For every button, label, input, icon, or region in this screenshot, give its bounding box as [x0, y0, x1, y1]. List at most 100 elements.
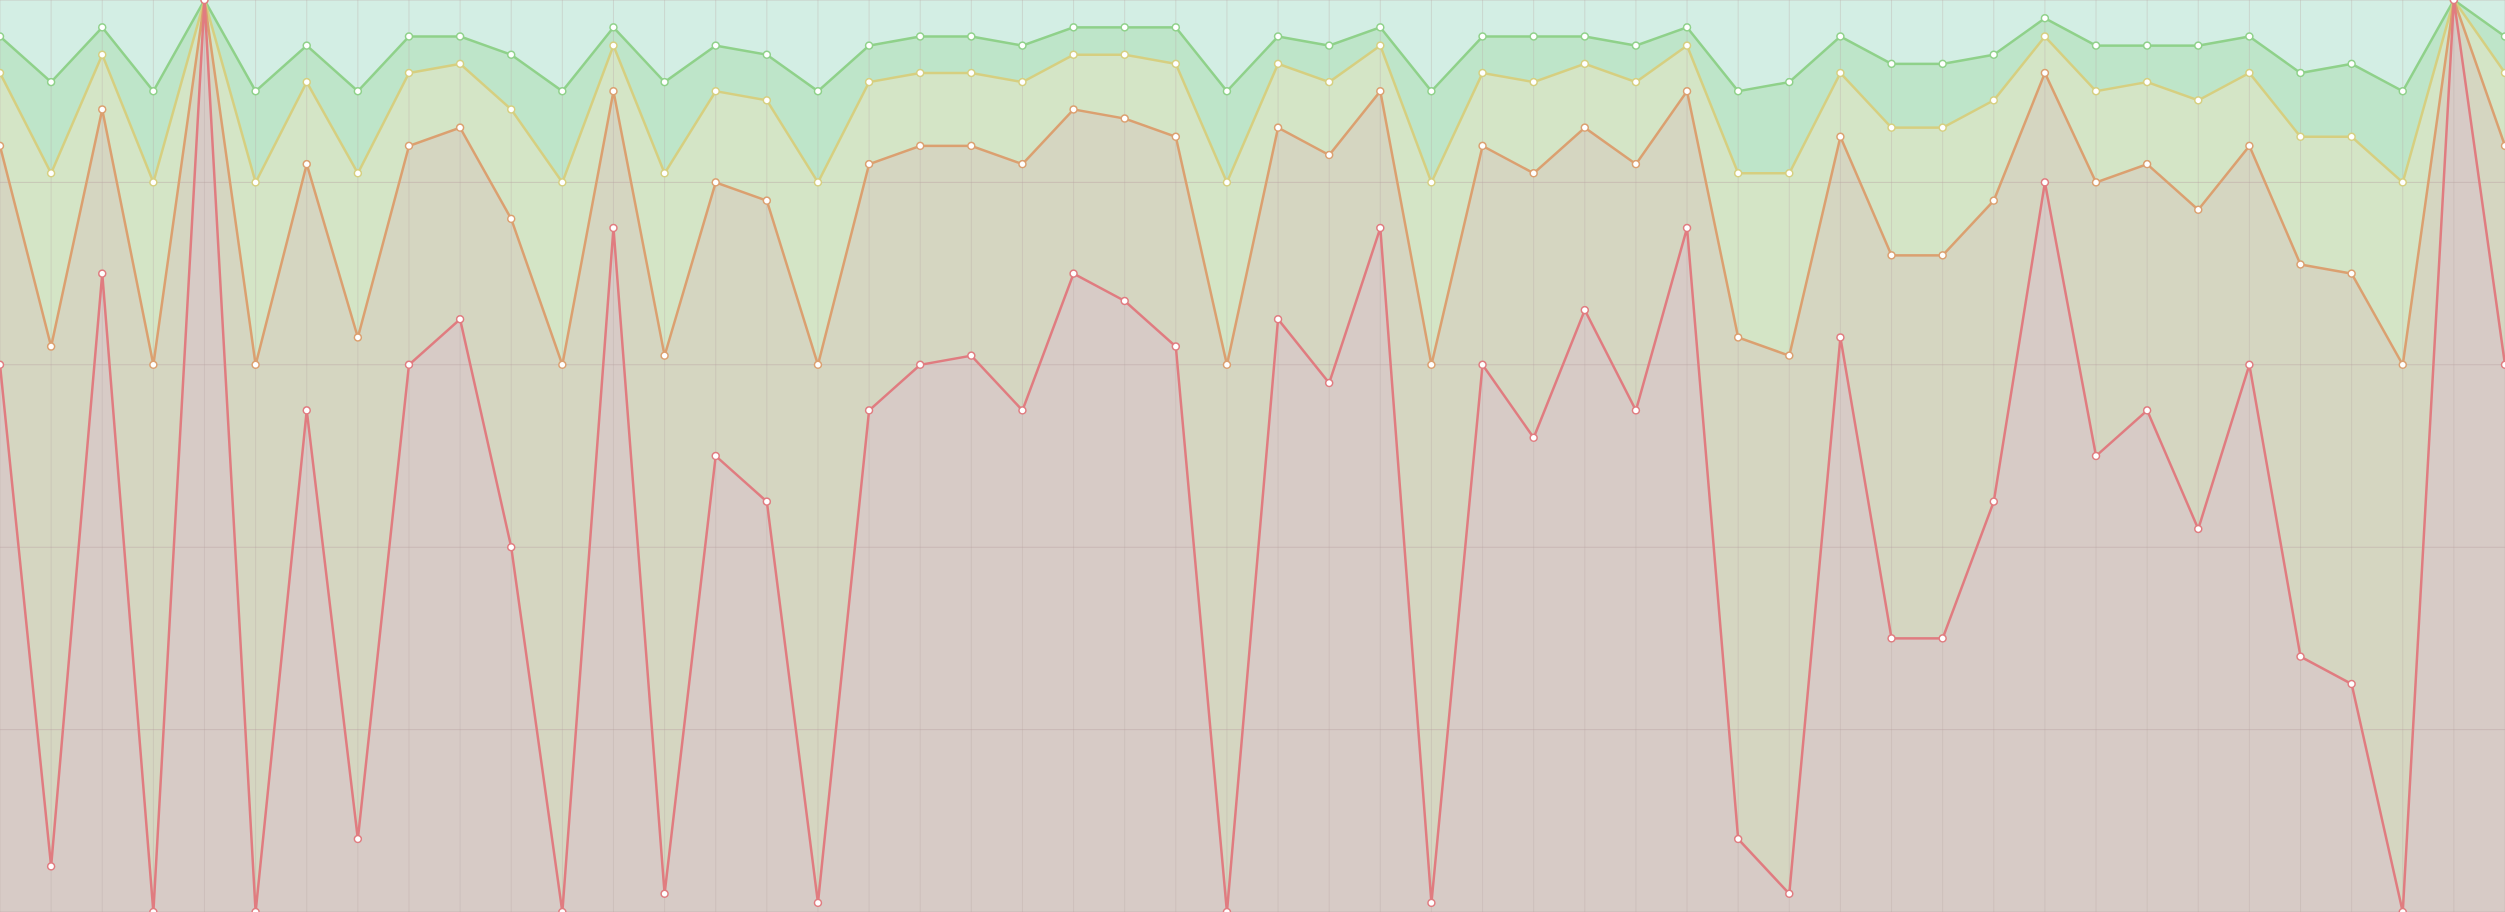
point: [915, 32, 925, 41]
point: [200, 0, 209, 5]
point: [1120, 50, 1129, 59]
point: [506, 50, 516, 59]
point: [302, 159, 311, 169]
point: [660, 889, 669, 899]
point: [1222, 360, 1232, 370]
point: [1887, 59, 1896, 69]
point: [1887, 634, 1896, 643]
point: [2347, 59, 2356, 69]
point: [1733, 86, 1743, 96]
point: [2347, 679, 2356, 689]
point: [1376, 23, 1385, 32]
point: [1324, 378, 1334, 388]
point: [558, 178, 567, 187]
point: [149, 360, 158, 370]
point: [1682, 41, 1692, 50]
point: [97, 269, 107, 278]
point: [2296, 652, 2305, 661]
point: [1273, 314, 1283, 324]
point: [1273, 123, 1283, 132]
point: [558, 86, 567, 96]
point: [2500, 68, 2505, 78]
point: [2245, 68, 2254, 78]
point: [813, 86, 823, 96]
point: [2040, 68, 2050, 78]
point: [660, 351, 669, 360]
point: [660, 169, 669, 178]
point: [404, 32, 414, 41]
point: [455, 32, 465, 41]
point: [2398, 907, 2408, 912]
point: [1682, 223, 1692, 233]
point: [1018, 159, 1027, 169]
point: [1324, 150, 1334, 160]
point: [1069, 269, 1078, 278]
point: [1631, 159, 1641, 169]
point: [97, 105, 107, 114]
point: [2296, 132, 2305, 142]
point: [558, 907, 567, 912]
point: [609, 23, 618, 32]
point: [1069, 105, 1078, 114]
point: [1631, 406, 1641, 415]
point: [1478, 360, 1487, 370]
point: [1682, 86, 1692, 96]
point: [2194, 524, 2203, 534]
point: [2194, 205, 2203, 215]
point: [2091, 178, 2101, 187]
point: [506, 214, 516, 224]
point: [1120, 296, 1129, 306]
point: [2040, 13, 2050, 23]
point: [1376, 223, 1385, 233]
point: [302, 77, 311, 87]
point: [864, 77, 874, 87]
point: [1427, 360, 1436, 370]
point: [149, 178, 158, 187]
point: [762, 96, 772, 105]
point: [2245, 360, 2254, 370]
point: [1529, 32, 1538, 41]
point: [46, 342, 56, 351]
point: [2347, 269, 2356, 278]
point: [455, 59, 465, 69]
point: [864, 159, 874, 169]
point: [1529, 433, 1538, 443]
point: [506, 542, 516, 552]
point: [1069, 50, 1078, 59]
point: [2194, 96, 2203, 105]
point: [967, 141, 976, 151]
point: [1427, 86, 1436, 96]
point: [2040, 32, 2050, 41]
point: [1631, 77, 1641, 87]
point: [2449, 0, 2459, 5]
point: [711, 41, 720, 50]
point: [609, 223, 618, 233]
point: [1733, 834, 1743, 844]
point: [864, 406, 874, 415]
point: [1989, 497, 1999, 506]
point: [1785, 77, 1794, 87]
point: [1478, 32, 1487, 41]
point: [2142, 159, 2152, 169]
point: [0, 141, 5, 151]
point: [2398, 360, 2408, 370]
point: [1120, 23, 1129, 32]
point: [813, 898, 823, 908]
point: [915, 360, 925, 370]
point: [2398, 86, 2408, 96]
series-line: [0, 0, 2505, 93]
point: [2245, 141, 2254, 151]
point: [2398, 178, 2408, 187]
point: [1018, 41, 1027, 50]
point: [967, 32, 976, 41]
area: [0, 0, 2505, 365]
point: [1836, 333, 1845, 342]
point: [2500, 32, 2505, 41]
point: [1580, 123, 1590, 132]
point: [915, 68, 925, 78]
point: [1478, 68, 1487, 78]
point: [1989, 196, 1999, 205]
point: [251, 178, 260, 187]
point: [1222, 178, 1232, 187]
